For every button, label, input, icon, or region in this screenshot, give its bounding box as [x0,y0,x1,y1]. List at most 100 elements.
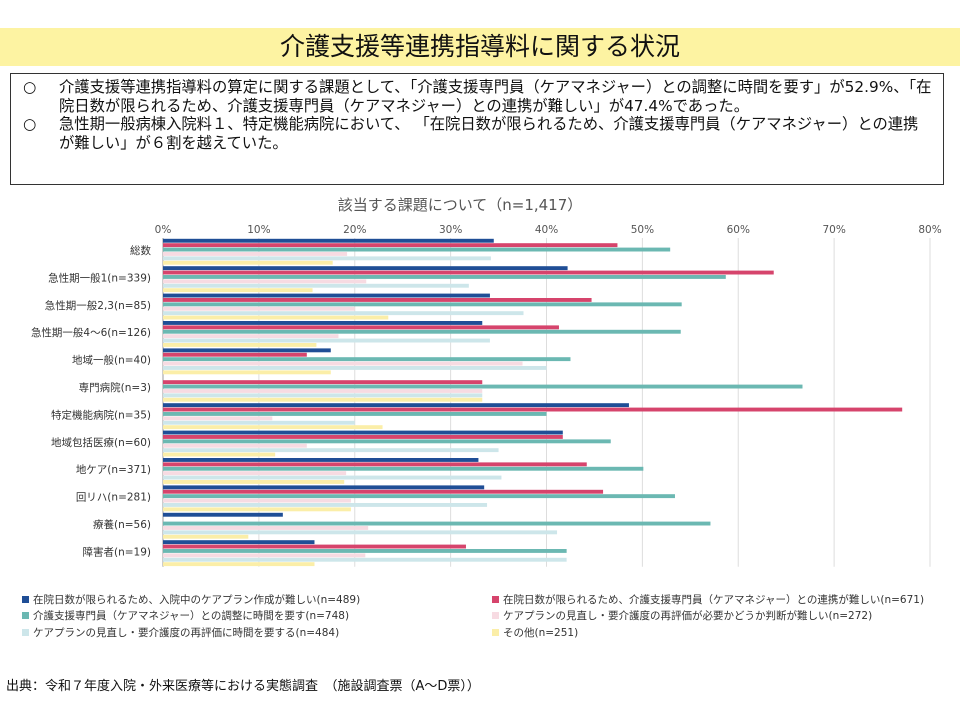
category-label: 障害者(n=19) [82,545,151,558]
bar [163,311,524,316]
bar [163,283,469,288]
bar [163,553,366,558]
legend-label: ケアプランの見直し・要介護度の再評価に時間を要する(n=484) [33,627,340,639]
bar [163,384,803,389]
bar [163,498,351,503]
legend-label: 在院日数が限られるため、介護支援専門員（ケアマネジャー）との連携が難しい(n=6… [503,594,925,606]
x-tick-label: 50% [631,224,654,236]
bar [163,256,491,261]
legend-item: 在院日数が限られるため、介護支援専門員（ケアマネジャー）との連携が難しい(n=6… [492,592,924,607]
bar [163,361,523,366]
bar [163,348,331,353]
bar [163,243,618,248]
x-tick-label: 70% [822,224,845,236]
summary-bullet: ○ 介護支援等連携指導料の算定に関する課題として、「介護支援専門員（ケアマネジャ… [21,78,933,115]
bar [163,521,711,526]
bar [163,279,367,284]
x-tick-label: 10% [247,224,270,236]
bar [163,338,490,343]
bar [163,306,355,311]
bar [163,435,563,439]
bar [163,298,592,302]
legend-swatch [22,611,29,619]
bar [163,475,502,480]
bar [163,439,611,444]
category-label: 回リハ(n=281) [76,492,151,504]
bar [163,397,483,402]
legend-item: ケアプランの見直し・要介護度の再評価が必要かどうか判断が難しい(n=272) [492,608,872,623]
bar [163,343,317,347]
bar [163,407,903,412]
bar [163,494,675,499]
bar [163,334,339,339]
x-tick-label: 30% [439,224,462,236]
bar [163,544,466,549]
bar [163,534,249,539]
bar [163,293,490,298]
bar [163,247,671,252]
bar [163,366,547,370]
bar [163,266,568,271]
bullet-mark: ○ [23,115,37,133]
legend-label: 介護支援専門員（ケアマネジャー）との調整に時間を要す(n=748) [33,610,350,622]
category-label: 地ケア(n=371) [76,463,151,476]
bar [163,260,333,265]
legend-label: ケアプランの見直し・要介護度の再評価が必要かどうか判断が難しい(n=272) [503,610,873,622]
legend-item: その他(n=251) [492,625,578,640]
category-label: 地域包括医療(n=60) [51,436,151,449]
bar [163,530,558,535]
bar [163,489,604,494]
source-note: 出典：令和７年度入院・外来医療等における実態調査 （施設調査票（A～D票）） [6,679,480,694]
bar [163,403,629,408]
x-tick-label: 80% [918,224,941,236]
bar [163,357,571,362]
bar [163,507,351,512]
bar [163,270,774,275]
bar [163,288,313,293]
category-label: 急性期一般4～6(n=126) [31,326,151,339]
bar [163,329,681,334]
bullet-mark: ○ [23,78,37,96]
legend-item: 介護支援専門員（ケアマネジャー）との調整に時間を要す(n=748) [22,608,349,623]
bar [163,458,479,462]
x-tick-label: 60% [727,224,750,236]
legend-swatch [492,595,499,603]
bar [163,393,483,398]
bar [163,562,315,567]
page-title: 介護支援等連携指導料に関する状況 [279,32,680,61]
bar [163,471,347,476]
bar [163,466,644,471]
x-tick-label: 20% [343,224,366,236]
legend-swatch [22,595,29,603]
bar [163,238,494,243]
bar [163,443,307,448]
chart-title: 該当する課題について（n=1,417） [337,196,583,214]
category-label: 急性期一般2,3(n=85) [45,299,151,312]
bar [163,275,726,279]
bullet-text: 介護支援等連携指導料の算定に関する課題として、「介護支援専門員（ケアマネジャー）… [59,78,932,115]
category-label: 専門病院(n=3) [79,381,151,394]
legend-swatch [492,611,499,619]
x-tick-label: 0% [155,224,172,236]
category-label: 特定機能病院(n=35) [51,408,151,421]
bar [163,480,345,484]
title-band [0,28,960,66]
bar [163,462,587,467]
bar [163,452,276,457]
bar [163,448,499,453]
bar [163,549,567,553]
category-label: 総数 [130,244,151,257]
bar-chart: 0% 10% 20% 30% 40% 50% 60% 70% 80% 総数急性期一般1(n=339… [31,224,942,567]
legend-swatch [22,628,29,636]
bar [163,420,355,425]
bar [163,352,307,357]
legend-item: 在院日数が限られるため、入院中のケアプラン作成が難しい(n=489) [22,592,360,607]
summary-bullet: ○ 急性期一般病棟入院料１、特定機能病院において、 「在院日数が限られるため、介… [21,115,933,152]
bar [163,540,315,545]
bar [163,302,682,307]
bar [163,416,273,421]
legend-label: 在院日数が限られるため、入院中のケアプラン作成が難しい(n=489) [33,594,361,606]
bar [163,380,483,385]
legend-item: ケアプランの見直し・要介護度の再評価に時間を要する(n=484) [22,625,339,640]
bar [163,389,483,393]
